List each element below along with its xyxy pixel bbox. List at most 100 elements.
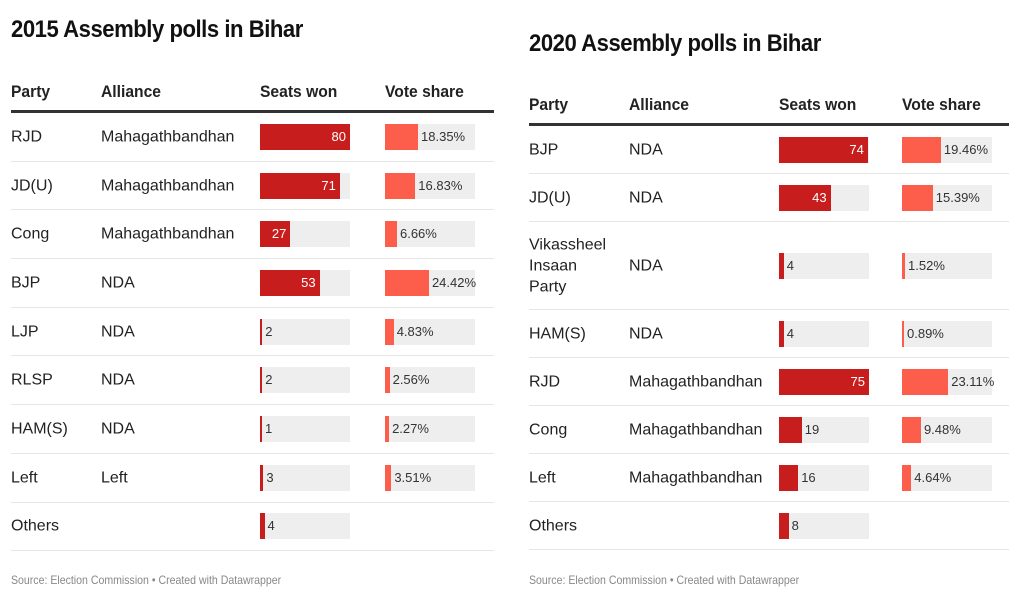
table-row: RJD Mahagathbandhan 75 23.11%: [529, 358, 1009, 406]
vote-share-bar: [902, 252, 906, 279]
table-body: RJD Mahagathbandhan 80 18.35% JD(U) Mahagathb…: [11, 113, 494, 552]
alliance-cell: NDA: [629, 189, 663, 206]
seats-bar-track: 16: [779, 464, 869, 491]
seats-bar: [260, 318, 263, 345]
alliance-cell: Mahagathbandhan: [629, 469, 763, 486]
alliance-cell: NDA: [629, 325, 663, 342]
alliance-cell: NDA: [101, 420, 135, 438]
seats-value-label: 19: [804, 421, 820, 437]
table-header: Party Alliance Seats won Vote share: [11, 80, 494, 113]
seats-bar-track: 53: [260, 269, 350, 296]
seats-value-label: 16: [801, 469, 816, 485]
seats-bar: [779, 252, 784, 279]
vote-share-bar: [902, 416, 921, 443]
seats-bar: [260, 513, 265, 540]
table-row: JD(U) Mahagathbandhan 71 16.83%: [11, 162, 494, 211]
alliance-cell: Mahagathbandhan: [101, 225, 235, 243]
seats-value-label: 27: [271, 226, 287, 242]
seats-bar-track: 75: [779, 368, 869, 395]
seats-bar-track: 19: [779, 416, 869, 443]
vote-share-bar-track: 15.39%: [902, 184, 992, 211]
party-cell: BJP: [529, 141, 559, 158]
vote-share-bar-track: 9.48%: [902, 416, 992, 443]
party-cell: Others: [11, 517, 60, 535]
header-vote-share[interactable]: Vote share: [902, 95, 981, 114]
table-row: Left Mahagathbandhan 16 4.64%: [529, 454, 1009, 502]
party-cell: HAM(S): [11, 420, 68, 438]
party-cell: Cong: [11, 225, 50, 243]
seats-bar-track: 43: [779, 184, 869, 211]
header-seats-won[interactable]: Seats won: [260, 82, 338, 101]
vote-share-bar-track: 2.56%: [385, 367, 475, 394]
alliance-cell: Mahagathbandhan: [101, 177, 235, 195]
header-seats-won[interactable]: Seats won: [779, 95, 857, 114]
party-cell: Cong: [529, 421, 568, 438]
table-title: 2015 Assembly polls in Bihar: [11, 16, 303, 43]
vote-share-value-label: 19.46%: [943, 141, 988, 157]
results-table: Party Alliance Seats won Vote share BJP N…: [529, 93, 1009, 550]
seats-bar: [779, 512, 789, 539]
header-party[interactable]: Party: [11, 82, 51, 101]
source-note: Source: Election Commission • Created wi…: [529, 573, 800, 587]
party-cell: LJP: [11, 323, 39, 341]
seats-value-label: 4: [786, 325, 795, 341]
alliance-cell: Left: [101, 469, 128, 487]
seats-bar: [779, 368, 869, 395]
vote-share-value-label: 9.48%: [923, 421, 961, 437]
seats-value-label: 2: [265, 323, 273, 339]
table-row: HAM(S) NDA 4 0.89%: [529, 310, 1009, 358]
seats-value-label: 2: [265, 372, 273, 388]
table-row: JD(U) NDA 43 15.39%: [529, 174, 1009, 222]
vote-share-bar: [902, 464, 912, 491]
party-cell: Left: [529, 469, 556, 486]
alliance-cell: Mahagathbandhan: [629, 373, 763, 390]
vote-share-bar-track: 23.11%: [902, 368, 994, 395]
table-row: BJP NDA 74 19.46%: [529, 126, 1009, 174]
vote-share-bar: [385, 172, 416, 199]
vote-share-value-label: 1.52%: [908, 257, 945, 273]
seats-value-label: 71: [321, 177, 336, 193]
seats-bar: [260, 221, 291, 248]
vote-share-bar-track: 4.83%: [385, 318, 475, 345]
table-row: Cong Mahagathbandhan 19 9.48%: [529, 406, 1009, 454]
seats-value-label: 4: [786, 257, 795, 273]
alliance-cell: NDA: [101, 323, 135, 341]
table-row: Left Left 3 3.51%: [11, 454, 494, 503]
table-row: Vikassheel Insaan Party NDA 4 1.52%: [529, 222, 1009, 310]
vote-share-bar-track: 24.42%: [385, 269, 476, 296]
seats-bar-track: 2: [260, 367, 350, 394]
seats-value-label: 43: [812, 189, 827, 205]
vote-share-value-label: 3.51%: [394, 469, 432, 485]
table-row: Cong Mahagathbandhan 27 6.66%: [11, 210, 494, 260]
seats-value-label: 53: [301, 274, 316, 290]
vote-share-bar-track: 2.27%: [385, 415, 475, 442]
alliance-cell: NDA: [629, 141, 663, 158]
table-row: RLSP NDA 2 2.56%: [11, 356, 494, 406]
seats-value-label: 1: [265, 420, 273, 436]
vote-share-bar-track: 3.51%: [385, 464, 475, 491]
header-party[interactable]: Party: [529, 95, 569, 114]
seats-value-label: 80: [331, 128, 346, 144]
party-cell: RJD: [11, 128, 43, 146]
seats-bar: [260, 269, 320, 296]
header-vote-share[interactable]: Vote share: [385, 82, 464, 101]
party-cell: Vikassheel Insaan Party: [529, 236, 607, 295]
seats-bar-track: 4: [260, 513, 350, 540]
vote-share-value-label: 0.89%: [907, 325, 944, 341]
header-alliance[interactable]: Alliance: [101, 82, 161, 101]
seats-value-label: 75: [850, 373, 865, 389]
vote-share-value-label: 18.35%: [421, 128, 466, 144]
party-cell: Left: [11, 469, 38, 487]
seats-bar: [779, 184, 831, 211]
seats-bar: [779, 320, 784, 347]
header-alliance[interactable]: Alliance: [629, 95, 689, 114]
seats-bar-track: 2: [260, 318, 350, 345]
seats-bar: [260, 123, 350, 150]
seats-bar-track: 80: [260, 123, 350, 150]
seats-value-label: 4: [267, 518, 275, 534]
vote-share-bar-track: 4.64%: [902, 464, 992, 491]
vote-share-value-label: 16.83%: [418, 177, 463, 193]
seats-bar: [260, 172, 340, 199]
alliance-cell: Mahagathbandhan: [101, 128, 235, 146]
party-cell: JD(U): [529, 189, 571, 206]
